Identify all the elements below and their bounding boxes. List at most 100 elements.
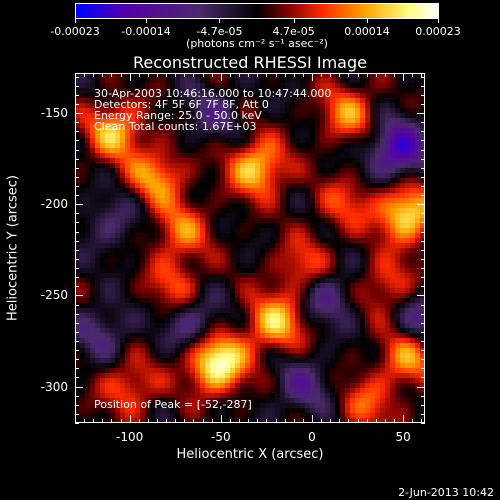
heatmap-cell: [250, 233, 255, 238]
heatmap-cell: [370, 323, 375, 328]
heatmap-cell: [185, 78, 190, 83]
heatmap-cell: [145, 253, 150, 258]
heatmap-cell: [280, 78, 285, 83]
heatmap-cell: [235, 413, 240, 418]
heatmap-cell: [295, 353, 300, 358]
heatmap-cell: [420, 288, 425, 293]
heatmap-cell: [90, 363, 95, 368]
heatmap-cell: [175, 203, 180, 208]
heatmap-cell: [245, 88, 250, 93]
heatmap-cell: [160, 243, 165, 248]
heatmap-cell: [275, 118, 280, 123]
heatmap-cell: [350, 248, 355, 253]
heatmap-cell: [420, 118, 425, 123]
colorbar-segment: [230, 4, 232, 18]
heatmap-cell: [295, 108, 300, 113]
colorbar-segment: [178, 4, 180, 18]
heatmap-cell: [320, 183, 325, 188]
heatmap-cell: [300, 318, 305, 323]
heatmap-cell: [205, 278, 210, 283]
heatmap-cell: [310, 333, 315, 338]
heatmap-cell: [310, 243, 315, 248]
heatmap-cell: [265, 288, 270, 293]
heatmap-cell: [125, 348, 130, 353]
heatmap-cell: [395, 103, 400, 108]
heatmap-cell: [385, 133, 390, 138]
heatmap-cell: [195, 338, 200, 343]
colorbar-segment: [304, 4, 306, 18]
heatmap-cell: [155, 318, 160, 323]
heatmap-cell: [250, 133, 255, 138]
heatmap-cell: [350, 203, 355, 208]
heatmap-cell: [270, 383, 275, 388]
heatmap-cell: [375, 203, 380, 208]
heatmap-cell: [240, 123, 245, 128]
heatmap-cell: [355, 363, 360, 368]
heatmap-cell: [250, 223, 255, 228]
heatmap-cell: [130, 403, 135, 408]
colorbar-segment: [110, 4, 112, 18]
heatmap-cell: [180, 113, 185, 118]
heatmap-cell: [140, 173, 145, 178]
heatmap-cell: [325, 283, 330, 288]
heatmap-cell: [370, 83, 375, 88]
heatmap-cell: [340, 278, 345, 283]
heatmap-cell: [350, 348, 355, 353]
heatmap-cell: [170, 153, 175, 158]
heatmap-cell: [340, 393, 345, 398]
heatmap-cell: [140, 93, 145, 98]
heatmap-cell: [75, 213, 80, 218]
heatmap-cell: [280, 153, 285, 158]
heatmap-cell: [85, 103, 90, 108]
heatmap-cell: [280, 293, 285, 298]
heatmap-cell: [75, 88, 80, 93]
heatmap-cell: [155, 183, 160, 188]
heatmap-cell: [290, 348, 295, 353]
heatmap-cell: [165, 383, 170, 388]
heatmap-cell: [115, 248, 120, 253]
heatmap-cell: [320, 153, 325, 158]
heatmap-cell: [410, 128, 415, 133]
heatmap-cell: [85, 268, 90, 273]
heatmap-cell: [340, 308, 345, 313]
heatmap-cell: [190, 193, 195, 198]
heatmap-cell: [75, 98, 80, 103]
heatmap-cell: [345, 243, 350, 248]
heatmap-cell: [285, 333, 290, 338]
heatmap-cell: [240, 298, 245, 303]
heatmap-cell: [390, 228, 395, 233]
heatmap-cell: [330, 113, 335, 118]
heatmap-cell: [150, 218, 155, 223]
heatmap-cell: [215, 373, 220, 378]
heatmap-cell: [280, 333, 285, 338]
heatmap-cell: [195, 183, 200, 188]
heatmap-cell: [85, 258, 90, 263]
heatmap-cell: [355, 103, 360, 108]
heatmap-cell: [410, 373, 415, 378]
heatmap-cell: [230, 228, 235, 233]
heatmap-cell: [195, 158, 200, 163]
heatmap-cell: [160, 273, 165, 278]
heatmap-cell: [350, 263, 355, 268]
heatmap-cell: [240, 373, 245, 378]
heatmap-cell: [405, 103, 410, 108]
heatmap-cell: [235, 408, 240, 413]
heatmap-cell: [280, 88, 285, 93]
heatmap-cell: [155, 263, 160, 268]
heatmap-cell: [120, 158, 125, 163]
colorbar-segment: [128, 4, 130, 18]
heatmap-cell: [355, 368, 360, 373]
heatmap-cell: [255, 313, 260, 318]
heatmap-cell: [185, 408, 190, 413]
heatmap-cell: [405, 403, 410, 408]
heatmap-cell: [345, 278, 350, 283]
heatmap-cell: [380, 118, 385, 123]
heatmap-cell: [385, 218, 390, 223]
heatmap-cell: [230, 208, 235, 213]
heatmap-cell: [150, 243, 155, 248]
heatmap-cell: [300, 168, 305, 173]
heatmap-cell: [145, 233, 150, 238]
heatmap-cell: [310, 88, 315, 93]
heatmap-cell: [105, 223, 110, 228]
